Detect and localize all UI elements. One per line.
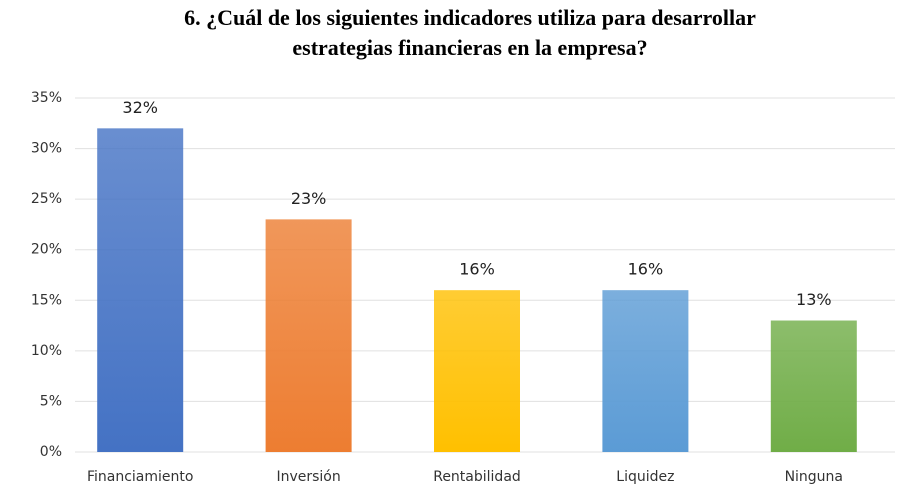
y-tick-label: 0% (40, 444, 62, 460)
bar (265, 219, 352, 452)
y-tick-label: 35% (31, 90, 62, 106)
data-label: 16% (628, 260, 664, 279)
y-tick-label: 15% (31, 292, 62, 308)
chart-title: 6. ¿Cuál de los siguientes indicadores u… (184, 5, 756, 30)
x-tick-label: Liquidez (616, 469, 674, 485)
data-label: 16% (459, 260, 495, 279)
y-tick-label: 20% (31, 242, 62, 258)
bar (97, 128, 184, 453)
y-tick-label: 5% (40, 393, 62, 409)
y-tick-label: 10% (31, 343, 62, 359)
bar (602, 290, 689, 452)
data-label: 23% (291, 189, 327, 208)
x-tick-label: Inversión (276, 469, 340, 485)
x-tick-label: Rentabilidad (433, 469, 521, 485)
bar (770, 320, 857, 452)
x-tick-label: Financiamiento (87, 469, 193, 485)
data-label: 13% (796, 290, 832, 309)
y-tick-label: 25% (31, 191, 62, 207)
bar (434, 290, 520, 452)
data-label: 32% (122, 98, 158, 117)
x-tick-label: Ninguna (785, 469, 843, 485)
chart-title: estrategias financieras en la empresa? (292, 35, 647, 60)
y-tick-label: 30% (31, 141, 62, 157)
